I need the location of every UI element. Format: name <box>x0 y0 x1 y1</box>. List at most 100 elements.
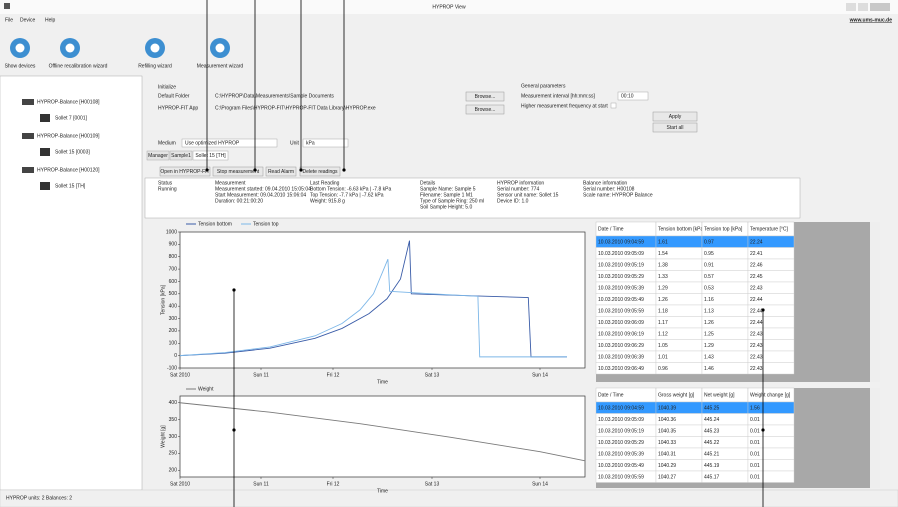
action-button-label: Stop measurement <box>217 169 260 175</box>
unit-value: kPa <box>306 140 315 146</box>
table-cell-text: 10.03.2010 09:04:59 <box>598 239 644 245</box>
apply-button[interactable] <box>652 111 698 122</box>
table-cell-text: 1040.31 <box>658 451 676 457</box>
table-cell-text: 0.53 <box>704 285 714 291</box>
medium-dropdown[interactable] <box>181 138 278 148</box>
y-tick-label: 300 <box>169 434 178 440</box>
table2-scrollbar[interactable] <box>870 388 880 488</box>
table-cell-text: 445.22 <box>704 440 720 446</box>
table1-scrollbar[interactable] <box>870 222 880 382</box>
table-cell-text: 0.01 <box>750 440 760 446</box>
table-cell-text: 22.44 <box>750 297 763 303</box>
folder-path: C:\HYPROP\Data\Measurements\Sample Docum… <box>215 93 334 99</box>
browse-button[interactable] <box>465 104 505 115</box>
window-title: HYPROP View <box>432 4 466 10</box>
tree-node: HYPROP-Balance [H00108] <box>37 99 100 105</box>
app-label: HYPROP-FIT App <box>158 105 198 111</box>
browse-button-label: Browse... <box>475 94 496 100</box>
table-cell-text: 10.03.2010 09:05:29 <box>598 440 644 446</box>
medium-value: Use optimized HYPROP <box>185 140 240 146</box>
info-title: Balance information <box>583 180 627 186</box>
info-line: Soil Sample Height: 5.0 <box>420 204 472 210</box>
info-line: Top Tension: -7.7 kPa | -7.62 kPa <box>310 192 384 198</box>
table-cell-text: 1.46 <box>704 366 714 372</box>
table-cell-text: 22.24 <box>750 239 763 245</box>
info-line: Scale name: HYPROP Balance <box>583 192 653 198</box>
info-line: Bottom Tension: -6.63 kPa | -7.8 kPa <box>310 186 391 192</box>
x-tick-label: Sat 13 <box>425 481 440 487</box>
callout-dot <box>761 428 765 432</box>
table-cell-text: 445.24 <box>704 417 720 423</box>
tab[interactable] <box>169 150 193 161</box>
info-line: Weight: 915.8 g <box>310 198 345 204</box>
info-line: Type of Sample Ring: 250 ml <box>420 198 484 204</box>
table-cell-text: 0.97 <box>704 239 714 245</box>
table-cell-text: 22.43 <box>750 354 763 360</box>
series-line <box>179 402 586 462</box>
y-tick-label: 600 <box>169 279 178 285</box>
table-cell-text: 1.05 <box>658 343 668 349</box>
maximize-button[interactable] <box>858 3 868 11</box>
info-line: Running <box>158 186 177 192</box>
table-cell-text: 445.17 <box>704 474 720 480</box>
table-cell-text: 22.44 <box>750 308 763 314</box>
close-button[interactable] <box>870 3 890 11</box>
y-tick-label: 400 <box>169 304 178 310</box>
action-button-label: Delete readings <box>302 169 338 175</box>
table-cell-text: 10.03.2010 09:05:19 <box>598 262 644 268</box>
y-axis-label: Tension [kPa] <box>160 284 166 315</box>
toolbar-icon-inner <box>215 43 225 53</box>
action-button[interactable] <box>299 166 341 177</box>
interval-input[interactable] <box>617 91 649 101</box>
series-line <box>179 240 567 358</box>
toolbar-label: Refilling wizard <box>138 63 172 69</box>
info-line: Start Measurement: 09.04.2010 15:06:04 <box>215 192 306 198</box>
tab[interactable] <box>146 150 170 161</box>
toolbar-label: Measurement wizard <box>197 63 244 69</box>
unit-dropdown[interactable] <box>302 138 349 148</box>
minimize-button[interactable] <box>846 3 856 11</box>
action-button[interactable] <box>265 166 297 177</box>
table-cell-text: 10.03.2010 09:05:59 <box>598 308 644 314</box>
y-tick-label: 1000 <box>166 229 177 235</box>
info-title: Details <box>420 180 436 186</box>
table-cell-text: 1.33 <box>658 274 668 280</box>
table-header: Gross weight [g] <box>658 392 695 398</box>
table-cell-text: 0.95 <box>704 251 714 257</box>
start-all-button-label: Start all <box>667 125 684 131</box>
y-tick-label: 400 <box>169 400 178 406</box>
table-cell-text: 0.91 <box>704 262 714 268</box>
higher-freq-checkbox[interactable] <box>610 102 617 109</box>
table-cell[interactable] <box>747 470 795 483</box>
action-button[interactable] <box>159 166 211 177</box>
toolbar-icon-inner <box>150 43 160 53</box>
action-button[interactable] <box>212 166 264 177</box>
table-header: Weight change [g] <box>750 392 791 398</box>
y-axis-label: Weight [g] <box>160 425 166 448</box>
x-tick-label: Sun 11 <box>253 481 269 487</box>
y-tick-label: 800 <box>169 254 178 260</box>
menu-item: File <box>5 17 13 23</box>
table-header: Tension top [kPa] <box>704 226 743 232</box>
action-button-label: Open in HYPROP-FIT <box>160 169 209 175</box>
tab[interactable] <box>192 150 229 161</box>
start-all-button[interactable] <box>652 122 698 133</box>
series-line <box>179 259 567 358</box>
callout-dot <box>342 168 346 172</box>
info-panel <box>144 177 801 219</box>
table-cell-text: 10.03.2010 09:05:39 <box>598 451 644 457</box>
table-cell-text: 10.03.2010 09:04:59 <box>598 405 644 411</box>
browse-button[interactable] <box>465 91 505 102</box>
table-cell-text: 10.03.2010 09:05:09 <box>598 417 644 423</box>
table-cell-text: 22.44 <box>750 320 763 326</box>
table-cell-text: 445.25 <box>704 405 720 411</box>
table-cell[interactable] <box>747 362 795 375</box>
table-cell-text: 0.01 <box>750 428 760 434</box>
y-tick-label: 900 <box>169 242 178 248</box>
table-cell-text: 10.03.2010 09:05:29 <box>598 274 644 280</box>
callout-dot <box>232 288 236 292</box>
interval-label: Measurement interval [hh:mm:ss] <box>521 93 596 99</box>
tree-child: Sollet 15 [TH] <box>55 183 86 189</box>
table-cell-text: 1.26 <box>704 320 714 326</box>
info-line: Device ID: 1.0 <box>497 198 529 204</box>
